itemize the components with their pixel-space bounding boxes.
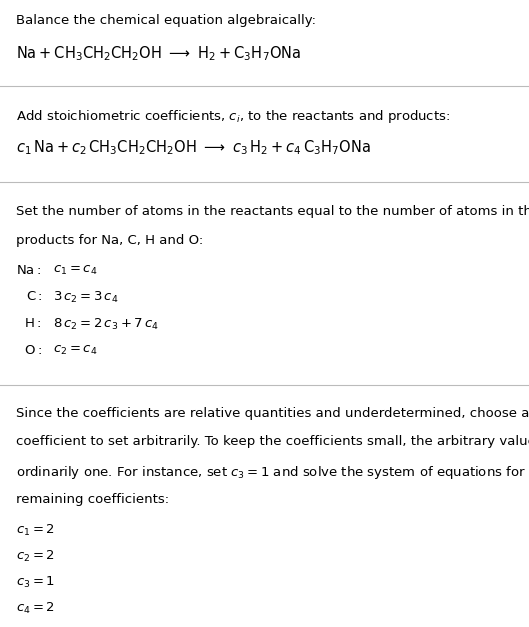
Text: $\mathrm{O{:}}$: $\mathrm{O{:}}$: [24, 344, 42, 357]
Text: $c_1\,\mathrm{Na} + c_2\,\mathrm{CH_3CH_2CH_2OH}$$\ \longrightarrow \ c_3\,\math: $c_1\,\mathrm{Na} + c_2\,\mathrm{CH_3CH_…: [16, 139, 370, 157]
Text: $c_2 = c_4$: $c_2 = c_4$: [53, 344, 97, 357]
Text: coefficient to set arbitrarily. To keep the coefficients small, the arbitrary va: coefficient to set arbitrarily. To keep …: [16, 435, 529, 448]
Text: Set the number of atoms in the reactants equal to the number of atoms in the: Set the number of atoms in the reactants…: [16, 205, 529, 218]
Text: Since the coefficients are relative quantities and underdetermined, choose a: Since the coefficients are relative quan…: [16, 407, 529, 419]
Text: $\mathrm{H{:}}$: $\mathrm{H{:}}$: [24, 317, 41, 330]
Text: Balance the chemical equation algebraically:: Balance the chemical equation algebraica…: [16, 14, 316, 27]
Text: $c_1 = 2$: $c_1 = 2$: [16, 523, 55, 538]
Text: $c_3 = 1$: $c_3 = 1$: [16, 575, 55, 590]
Text: products for Na, C, H and O:: products for Na, C, H and O:: [16, 234, 203, 246]
Text: $c_4 = 2$: $c_4 = 2$: [16, 601, 55, 616]
Text: $c_2 = 2$: $c_2 = 2$: [16, 549, 55, 564]
Text: $c_1 = c_4$: $c_1 = c_4$: [53, 263, 97, 277]
Text: remaining coefficients:: remaining coefficients:: [16, 493, 169, 506]
Text: $\mathrm{Na{:}}$: $\mathrm{Na{:}}$: [16, 263, 41, 277]
Text: $3\,c_2 = 3\,c_4$: $3\,c_2 = 3\,c_4$: [53, 290, 118, 305]
Text: $\mathrm{C{:}}$: $\mathrm{C{:}}$: [26, 290, 43, 303]
Text: $8\,c_2 = 2\,c_3 + 7\,c_4$: $8\,c_2 = 2\,c_3 + 7\,c_4$: [53, 317, 159, 332]
Text: ordinarily one. For instance, set $c_3 = 1$ and solve the system of equations fo: ordinarily one. For instance, set $c_3 =…: [16, 464, 529, 481]
Text: Add stoichiometric coefficients, $c_i$, to the reactants and products:: Add stoichiometric coefficients, $c_i$, …: [16, 108, 450, 125]
Text: $\mathrm{Na + CH_3CH_2CH_2OH \ \longrightarrow \ H_2 + C_3H_7ONa}$: $\mathrm{Na + CH_3CH_2CH_2OH \ \longrigh…: [16, 45, 301, 63]
